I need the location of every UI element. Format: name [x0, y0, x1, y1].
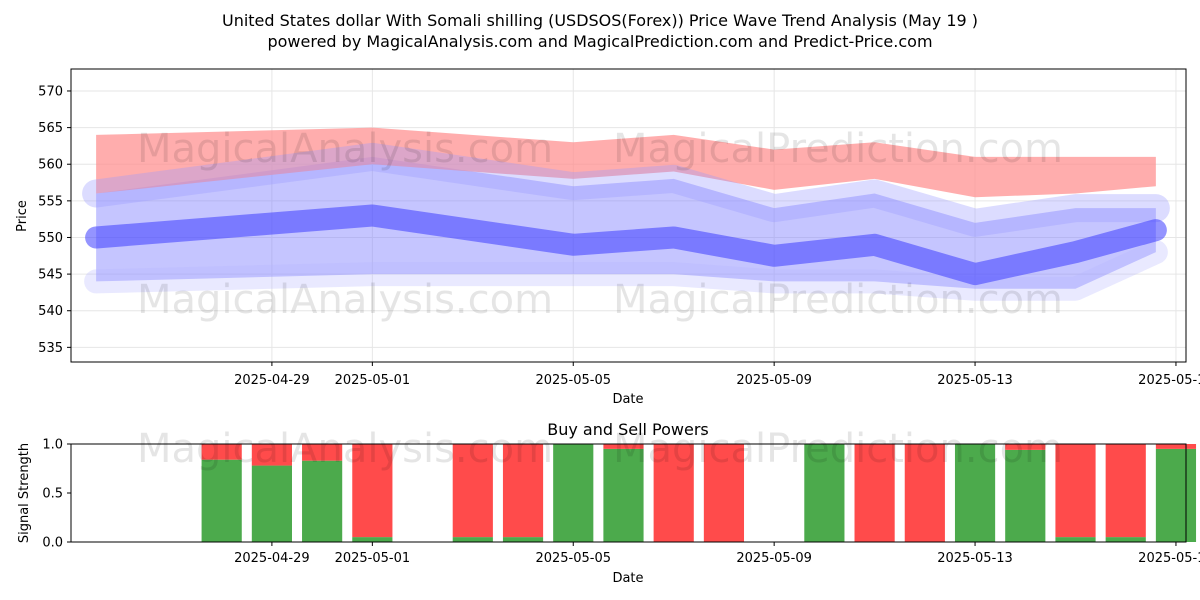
- buy-bar: [201, 459, 242, 542]
- y-tick-label: 550: [38, 231, 63, 246]
- watermark-text: MagicalAnalysis.com: [137, 426, 553, 472]
- sell-bar: [1055, 444, 1096, 538]
- trend-line: [85, 204, 1167, 286]
- sell-bar: [603, 444, 644, 449]
- x-tick-label: 2025-05-05: [535, 551, 611, 566]
- x-tick-label: 2025-05-05: [535, 373, 611, 388]
- sell-bar: [251, 444, 292, 466]
- y-tick-label: 0.5: [42, 487, 63, 502]
- sell-bar: [703, 444, 745, 542]
- main-y-axis-label: Price: [15, 200, 30, 232]
- buy-bar: [603, 448, 644, 542]
- buy-bar: [1105, 537, 1146, 542]
- watermark-text: MagicalAnalysis.com: [137, 277, 553, 323]
- x-tick-label: 2025-05-17: [1138, 373, 1200, 388]
- main-x-axis: 2025-04-29 2025-05-01 2025-05-05 2025-05-09…: [234, 362, 1200, 388]
- x-tick-label: 2025-05-13: [937, 373, 1013, 388]
- x-tick-label: 2025-05-09: [736, 373, 812, 388]
- buy-bar: [302, 460, 343, 542]
- buy-bar: [251, 465, 292, 542]
- buy-bar: [1155, 448, 1197, 542]
- sell-bar: [502, 444, 544, 538]
- sell-bar: [1005, 444, 1046, 450]
- signal-y-axis-label: Signal Strength: [17, 443, 32, 543]
- main-x-axis-label: Date: [612, 392, 643, 407]
- sell-bar: [201, 444, 242, 460]
- signal-y-axis: 0.0 0.5 1.0: [42, 438, 71, 551]
- x-tick-label: 2025-05-17: [1138, 551, 1200, 566]
- y-tick-label: 555: [38, 194, 63, 209]
- y-tick-label: 560: [38, 158, 63, 173]
- buy-bar: [1005, 449, 1046, 542]
- sell-bar: [452, 444, 493, 538]
- wave-line-light: [84, 240, 1168, 301]
- buy-bar: [502, 537, 544, 542]
- sell-bar: [854, 444, 895, 542]
- x-tick-label: 2025-05-09: [736, 551, 812, 566]
- x-tick-label: 2025-05-13: [937, 551, 1013, 566]
- main-chart: MagicalAnalysis.com MagicalPrediction.co…: [15, 68, 1200, 407]
- watermark-text: MagicalAnalysis.com: [137, 126, 553, 172]
- signal-watermark: MagicalAnalysis.com MagicalPrediction.co…: [137, 426, 1063, 472]
- x-tick-label: 2025-05-01: [335, 551, 411, 566]
- main-bands: [82, 127, 1170, 301]
- signal-x-axis: 2025-04-29 2025-05-01 2025-05-05 2025-05-09…: [234, 542, 1200, 566]
- figure-title-line1: United States dollar With Somali shillin…: [222, 11, 978, 30]
- y-tick-label: 570: [38, 84, 63, 99]
- x-tick-label: 2025-04-29: [234, 551, 310, 566]
- watermark-text: MagicalPrediction.com: [613, 277, 1063, 323]
- buy-bar: [804, 444, 845, 542]
- y-tick-label: 535: [38, 341, 63, 356]
- main-y-axis: 535 540 545 550 555 560 565 570: [38, 84, 71, 356]
- sell-bar: [1105, 444, 1146, 538]
- watermark-text: MagicalPrediction.com: [613, 426, 1063, 472]
- signal-x-axis-label: Date: [612, 571, 643, 586]
- buy-bar: [954, 444, 996, 542]
- x-tick-label: 2025-04-29: [234, 373, 310, 388]
- sell-bar: [904, 444, 945, 542]
- signal-chart: Buy and Sell Powers MagicalAnalysis.com …: [17, 420, 1200, 586]
- sell-bar: [302, 444, 343, 461]
- watermark-text: MagicalPrediction.com: [613, 126, 1063, 172]
- y-tick-label: 565: [38, 121, 63, 136]
- buy-bar: [1055, 537, 1096, 542]
- sell-bar: [1155, 444, 1197, 449]
- y-tick-label: 0.0: [42, 536, 63, 551]
- buy-bar: [553, 444, 594, 542]
- signal-chart-title: Buy and Sell Powers: [547, 420, 709, 439]
- red-band: [96, 127, 1156, 198]
- main-watermark: MagicalAnalysis.com MagicalPrediction.co…: [137, 126, 1063, 323]
- y-tick-label: 540: [38, 304, 63, 319]
- y-tick-label: 1.0: [42, 438, 63, 453]
- buy-bar: [452, 537, 493, 542]
- sell-bar: [653, 444, 694, 542]
- x-tick-label: 2025-05-01: [335, 373, 411, 388]
- main-plot-frame: [70, 68, 1187, 363]
- figure-title-line2: powered by MagicalAnalysis.com and Magic…: [267, 32, 932, 51]
- wave-line-light: [82, 142, 1170, 237]
- buy-bar: [352, 537, 393, 542]
- signal-bars: [201, 444, 1197, 542]
- y-tick-label: 545: [38, 268, 63, 283]
- sell-bar: [352, 444, 393, 538]
